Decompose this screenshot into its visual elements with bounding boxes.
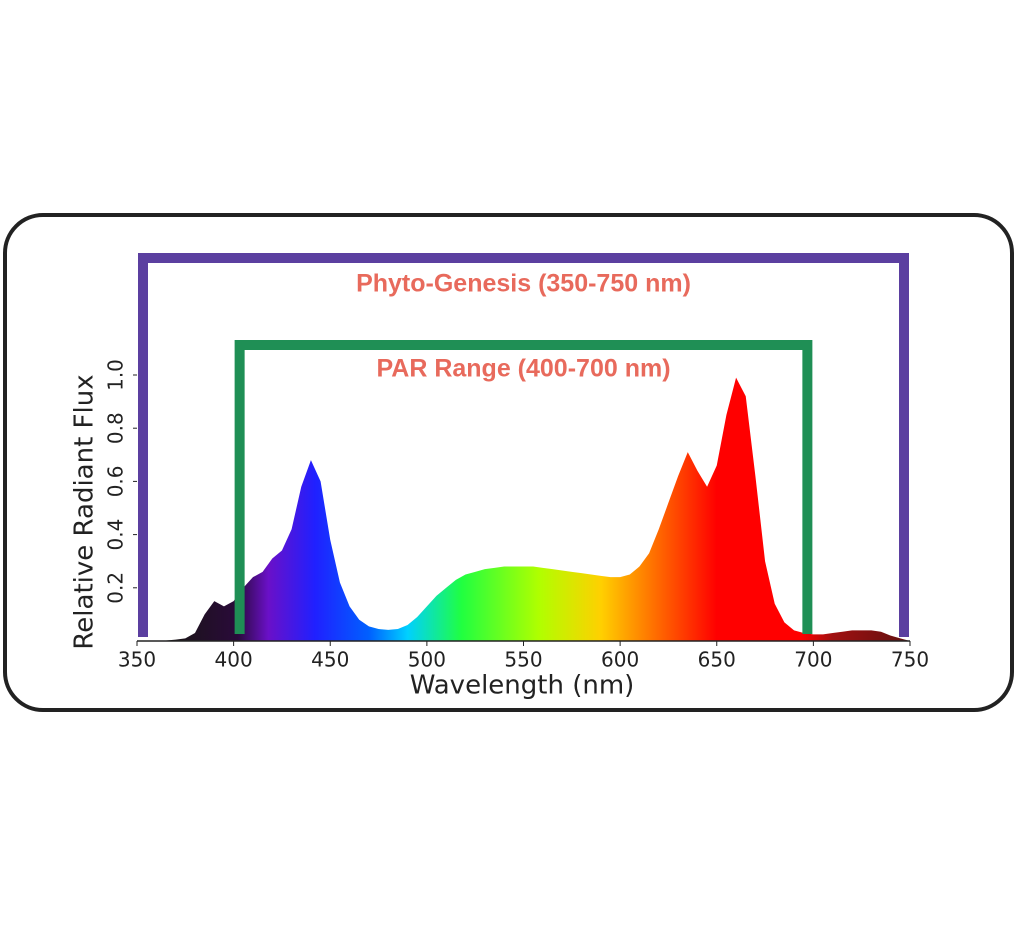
range-label: Phyto-Genesis (350-750 nm) <box>356 270 691 298</box>
x-axis-title: Wavelength (nm) <box>410 671 635 701</box>
x-tick-label: 550 <box>504 648 542 672</box>
x-tick-label: 450 <box>311 648 349 672</box>
x-tick-label: 750 <box>891 648 929 672</box>
y-axis-title: Relative Radiant Flux <box>70 374 100 649</box>
y-tick-label: 1.0 <box>104 359 128 391</box>
y-tick-label: 0.8 <box>104 412 128 444</box>
x-tick-label: 600 <box>601 648 639 672</box>
y-tick-label: 0.6 <box>104 465 128 497</box>
range-label: PAR Range (400-700 nm) <box>376 355 670 383</box>
x-tick-label: 700 <box>794 648 832 672</box>
y-tick-label: 0.2 <box>104 572 128 604</box>
range-bracket <box>234 340 813 634</box>
x-tick-label: 500 <box>408 648 446 672</box>
x-tick-label: 350 <box>118 648 156 672</box>
x-tick-label: 400 <box>215 648 253 672</box>
spectrum-area <box>137 377 910 641</box>
range-bracket <box>138 253 909 637</box>
y-tick-label: 0.4 <box>104 519 128 551</box>
x-tick-label: 650 <box>698 648 736 672</box>
